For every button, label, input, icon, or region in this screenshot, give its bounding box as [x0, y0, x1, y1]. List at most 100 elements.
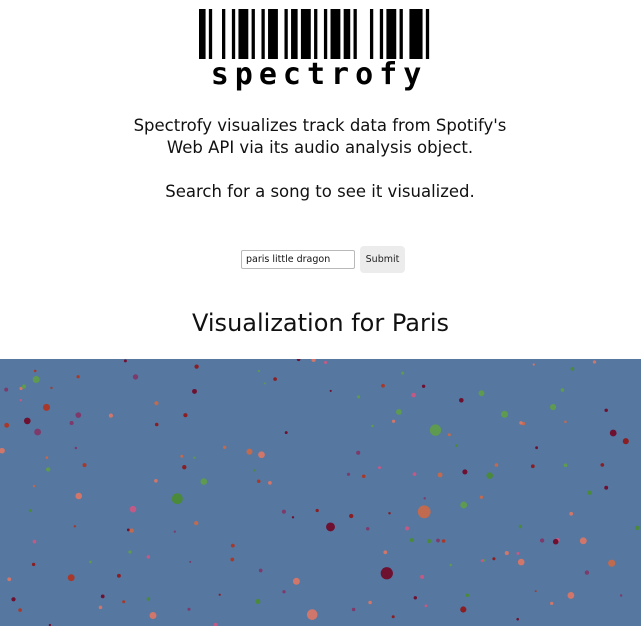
- barcode-bar: [208, 9, 213, 59]
- visualization-dot: [381, 383, 385, 388]
- visualization-dot: [539, 538, 545, 543]
- visualization-dot: [213, 622, 218, 626]
- visualization-dot: [69, 420, 74, 426]
- visualization-dot: [329, 389, 332, 392]
- visualization-dot: [409, 538, 414, 543]
- visualization-dot: [494, 463, 499, 467]
- visualization-dot: [154, 401, 159, 406]
- search-input[interactable]: [241, 250, 355, 269]
- visualization-dot: [281, 509, 286, 514]
- visualization-dot: [32, 375, 40, 384]
- visualization-dot: [230, 543, 235, 548]
- visualization-dot: [126, 528, 130, 532]
- visualization-dot: [368, 600, 372, 605]
- barcode-bar: [409, 9, 423, 59]
- visualization-dot: [75, 492, 82, 500]
- barcode-bar: [379, 9, 384, 59]
- visualization-dot: [42, 403, 51, 411]
- visualization-dot: [351, 607, 356, 612]
- spectrofy-logo[interactable]: spectrofy: [199, 9, 439, 91]
- visualization-title: Visualization for Paris: [192, 309, 449, 337]
- visualization-dot: [609, 429, 617, 437]
- barcode-bar: [222, 9, 226, 59]
- visualization-dot: [567, 591, 575, 599]
- barcode-bar: [314, 9, 318, 59]
- visualization-dot: [550, 601, 554, 606]
- visualization-dot: [46, 467, 51, 472]
- visualization-dot: [192, 388, 197, 394]
- visualization-dot: [462, 469, 468, 475]
- visualization-dot: [19, 386, 23, 391]
- barcode-bar: [238, 9, 249, 59]
- visualization-dot: [193, 456, 196, 459]
- visualization-dot: [395, 408, 402, 415]
- visualization-dot: [356, 450, 361, 455]
- visualization-dot: [411, 392, 416, 398]
- visualization-dot: [122, 600, 126, 604]
- visualization-dot: [570, 367, 575, 371]
- visualization-dot: [361, 474, 366, 479]
- barcode-bar: [399, 9, 403, 59]
- visualization-dot: [246, 448, 253, 455]
- visualization-dot: [263, 382, 267, 385]
- barcode-bar: [386, 9, 397, 59]
- visualization-dot: [600, 463, 605, 467]
- visualization-dot: [436, 538, 440, 543]
- visualization-dot: [258, 568, 263, 573]
- visualization-dot: [326, 522, 335, 532]
- visualization-dot: [535, 446, 538, 450]
- visualization-dot: [154, 422, 159, 427]
- visualization-dot: [622, 438, 629, 445]
- visualization-dot: [441, 539, 446, 543]
- visualization-dot: [296, 359, 301, 362]
- visualization-dot: [154, 478, 158, 483]
- visualization-dot: [75, 412, 82, 418]
- visualization-dot: [31, 562, 36, 567]
- visualization-dot: [11, 597, 16, 602]
- visualization-dot: [357, 395, 361, 399]
- visualization-dot: [291, 516, 295, 519]
- visualization-dot: [349, 513, 354, 519]
- visualization-dot: [18, 608, 22, 612]
- visualization-dot: [530, 464, 535, 469]
- barcode-bar: [369, 9, 374, 59]
- visualization-dot: [173, 530, 176, 533]
- visualization-dot: [423, 497, 426, 500]
- visualization-dot: [253, 469, 256, 472]
- visualization-dot: [45, 456, 49, 459]
- visualization-dot: [564, 420, 567, 424]
- visualization-dot: [32, 539, 37, 544]
- visualization-dot: [257, 369, 261, 373]
- visualization-dot: [480, 559, 484, 562]
- visualization-dot: [311, 359, 316, 362]
- visualization-dot: [569, 511, 574, 516]
- visualization-canvas: [0, 359, 641, 626]
- visualization-dot: [180, 454, 184, 458]
- visualization-dot: [284, 431, 288, 435]
- intro-description: Spectrofy visualizes track data from Spo…: [133, 116, 507, 157]
- visualization-dot: [74, 446, 78, 450]
- visualization-dot: [108, 413, 113, 418]
- visualization-dot: [123, 359, 127, 363]
- visualization-dot: [255, 598, 261, 605]
- visualization-dot: [32, 484, 36, 488]
- visualization-dot: [200, 478, 208, 485]
- visualization-dot: [447, 433, 451, 437]
- barcode-bar: [268, 9, 278, 59]
- visualization-dot: [34, 428, 41, 436]
- visualization-dot: [516, 617, 519, 621]
- visualization-dot: [171, 493, 183, 505]
- barcode-bar: [300, 9, 311, 59]
- visualization-dot: [315, 508, 319, 513]
- visualization-dot: [194, 364, 199, 369]
- submit-button[interactable]: Submit: [360, 246, 405, 273]
- barcode-bar: [425, 9, 430, 59]
- visualization-dot: [223, 445, 227, 449]
- barcode-logo-icon: [199, 9, 430, 59]
- visualization-dot: [128, 550, 132, 554]
- visualization-dot: [592, 360, 597, 364]
- visualization-dot: [258, 451, 265, 459]
- visualization-dot: [89, 560, 92, 564]
- visualization-dot: [306, 609, 318, 620]
